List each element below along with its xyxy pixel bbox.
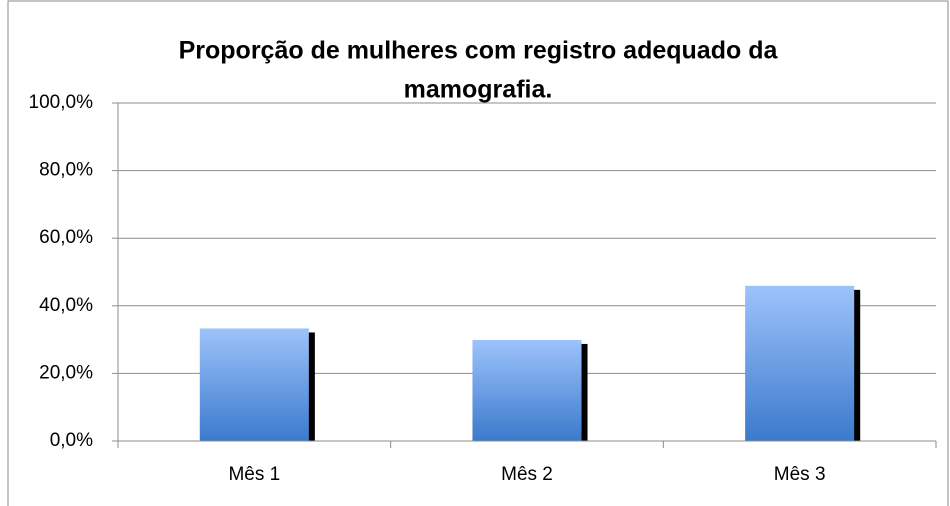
bar [472, 339, 582, 441]
y-tick-label: 20,0% [39, 362, 93, 383]
y-tick-label: 40,0% [39, 295, 93, 316]
chart-frame [7, 0, 949, 506]
y-tick-label: 100,0% [29, 92, 94, 113]
y-tick-label: 60,0% [39, 227, 93, 248]
x-tick-label: Mês 3 [774, 464, 826, 485]
bar [199, 328, 309, 441]
chart-title: mamografia. [404, 76, 553, 104]
x-tick-label: Mês 1 [228, 464, 280, 485]
y-tick-label: 80,0% [39, 160, 93, 181]
bar [745, 285, 855, 441]
x-tick-label: Mês 2 [501, 464, 553, 485]
y-tick-label: 0,0% [50, 430, 93, 451]
chart-title: Proporção de mulheres com registro adequ… [179, 37, 779, 65]
